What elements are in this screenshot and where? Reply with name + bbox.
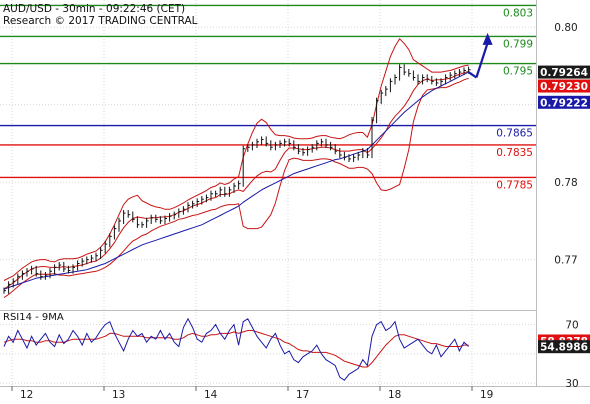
price-y-tick-label: 0.78 xyxy=(554,177,577,189)
price-badge-box xyxy=(538,95,590,109)
x-day-label: 19 xyxy=(480,389,493,400)
price-badge-label: 54.8986 xyxy=(540,342,588,354)
price-badge-label: 0.79222 xyxy=(540,97,588,109)
price-badge-box xyxy=(538,79,590,93)
x-day-label: 18 xyxy=(388,389,401,400)
bollinger-bands xyxy=(3,37,469,299)
price-y-tick-label: 0.80 xyxy=(554,22,577,34)
moving-average-line xyxy=(3,71,469,290)
key-level-label: 0.795 xyxy=(503,66,533,78)
price-badge-box xyxy=(538,340,590,354)
forecast-arrow-shaft xyxy=(475,42,489,78)
price-badge-label: 0.79230 xyxy=(540,81,588,93)
price-panel xyxy=(0,0,536,310)
key-level-label: 0.7785 xyxy=(496,179,533,191)
rsi-title: RSI14 - 9MA xyxy=(3,312,64,323)
price-series xyxy=(3,64,471,294)
price-badge-label: 0.79264 xyxy=(540,67,588,79)
bollinger-lower-line xyxy=(3,77,469,299)
price-badge-box xyxy=(538,65,590,79)
price-y-tick-label: 0.77 xyxy=(554,255,577,267)
x-day-label: 17 xyxy=(296,389,309,400)
rsi-y-tick-label: 30 xyxy=(565,378,578,390)
rsi-series xyxy=(3,317,469,381)
axis-labels: 0.77 0.78 0.80 12 13 14 17 18 19 30 70 xyxy=(11,22,579,401)
key-level-label: 0.7865 xyxy=(496,128,533,140)
forecast-arrowhead xyxy=(482,32,493,45)
key-level-label: 0.803 xyxy=(503,7,533,19)
rsi-y-tick-label: 70 xyxy=(565,320,578,332)
rsi-panel xyxy=(0,310,536,386)
key-level-label: 0.799 xyxy=(503,38,533,50)
rsi-line xyxy=(3,317,469,381)
x-day-label: 14 xyxy=(204,389,218,400)
key-levels: 0.803 0.799 0.795 0.7865 0.7835 0.7785 xyxy=(0,4,536,191)
bollinger-upper-line xyxy=(3,37,469,281)
key-level-label: 0.7835 xyxy=(496,147,533,159)
gridlines xyxy=(0,0,536,386)
forecast-arrow-group xyxy=(467,32,493,79)
forecast-arrow-shaft xyxy=(467,71,478,79)
chart-subtitle: Research © 2017 TRADING CENTRAL xyxy=(3,15,198,27)
chart-title: AUD/USD - 30min - 09:22:46 (CET) xyxy=(3,3,185,15)
bollinger-mid-line xyxy=(3,70,469,290)
x-day-label: 12 xyxy=(20,389,33,400)
x-day-label: 13 xyxy=(112,389,125,400)
